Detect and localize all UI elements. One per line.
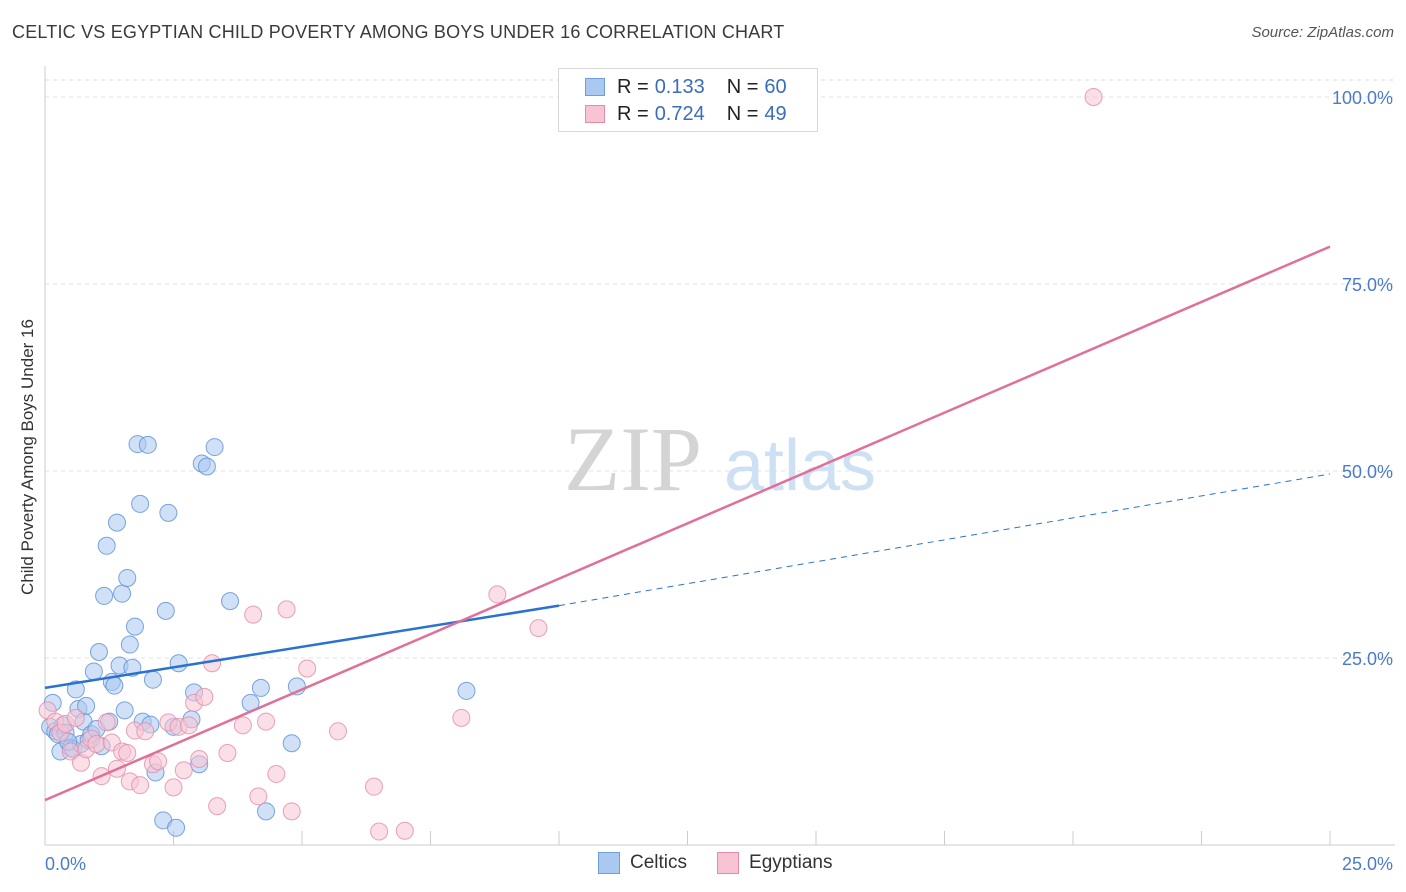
legend-row-egyptians: R = 0.724 N = 49 xyxy=(585,102,787,126)
egyptians-point xyxy=(370,822,389,841)
egyptians-trend-line xyxy=(44,245,1331,802)
celtics-trend-line xyxy=(44,604,560,690)
egyptians-point xyxy=(131,776,150,795)
celtics-point xyxy=(89,643,108,662)
egyptians-point xyxy=(233,716,252,735)
celtics-point xyxy=(251,678,270,697)
source-label: Source: ZipAtlas.com xyxy=(1251,24,1394,41)
egyptians-point xyxy=(298,659,317,678)
celtics-swatch xyxy=(598,852,620,874)
legend-swatch-egyptians xyxy=(585,105,605,123)
celtics-point xyxy=(66,680,85,699)
y-tick-label: 50.0% xyxy=(1342,462,1393,482)
gridlines xyxy=(45,79,1395,659)
correlation-legend: R = 0.133 N = 60 R = 0.724 N = 49 xyxy=(558,68,818,132)
celtics-point xyxy=(138,435,157,454)
legend-r-label: R = xyxy=(617,102,649,125)
egyptians-point xyxy=(164,778,183,797)
egyptians-point xyxy=(395,821,414,840)
celtics-point xyxy=(169,654,188,673)
trend-lines xyxy=(44,245,1331,802)
celtics-point xyxy=(159,503,178,522)
x-tick-label: 25.0% xyxy=(1342,854,1393,874)
celtics-point xyxy=(282,734,301,753)
egyptians-point xyxy=(257,712,276,731)
egyptians-point xyxy=(218,743,237,762)
celtics-point xyxy=(118,568,137,587)
egyptians-point xyxy=(1084,88,1103,106)
egyptians-point xyxy=(488,585,507,604)
watermark-zip: ZIP xyxy=(564,408,702,510)
egyptians-point xyxy=(267,764,286,783)
celtics-point xyxy=(107,513,126,532)
egyptians-point xyxy=(244,605,263,624)
celtics-point xyxy=(84,662,103,681)
celtics-point xyxy=(113,584,132,603)
egyptians-point xyxy=(249,787,268,806)
legend-n-label: N = xyxy=(726,75,759,98)
egyptians-point xyxy=(136,722,155,741)
egyptians-point xyxy=(208,797,227,816)
legend-r-value: 0.724 xyxy=(654,102,705,125)
celtics-point xyxy=(257,802,276,821)
celtics-point xyxy=(143,670,162,689)
legend-r-label: R = xyxy=(617,75,649,98)
celtics-point xyxy=(120,635,139,654)
egyptians-point xyxy=(452,708,471,727)
legend-n-label: N = xyxy=(726,102,759,125)
legend-swatch-celtics xyxy=(585,78,605,96)
chart-title: CELTIC VS EGYPTIAN CHILD POVERTY AMONG B… xyxy=(12,22,785,42)
axes xyxy=(44,66,1395,846)
celtics-point xyxy=(123,658,142,677)
celtics-point xyxy=(77,696,96,715)
egyptians-point xyxy=(364,777,383,796)
celtics-point xyxy=(205,438,224,457)
celtics-point xyxy=(105,676,124,695)
egyptians-point xyxy=(174,761,193,780)
egyptians-point xyxy=(277,600,296,619)
celtics-label: Celtics xyxy=(630,852,688,873)
egyptians-point xyxy=(87,735,106,754)
legend-r-value: 0.133 xyxy=(654,75,705,98)
egyptians-point xyxy=(190,749,209,768)
egyptians-point xyxy=(195,687,214,706)
legend-item-celtics[interactable]: Celtics xyxy=(598,852,687,874)
egyptians-point xyxy=(66,708,85,727)
y-tick-label: 75.0% xyxy=(1342,275,1393,295)
celtics-point xyxy=(197,457,216,476)
data-points xyxy=(38,88,1103,841)
egyptians-point xyxy=(118,743,137,762)
x-tick-label: 0.0% xyxy=(45,854,86,874)
series-legend: Celtics Egyptians xyxy=(598,852,862,874)
egyptians-point xyxy=(97,713,116,732)
legend-item-egyptians[interactable]: Egyptians xyxy=(717,852,832,874)
legend-n-value: 49 xyxy=(764,102,787,125)
celtics-point xyxy=(221,592,240,611)
y-tick-label: 25.0% xyxy=(1342,649,1393,669)
legend-row-celtics: R = 0.133 N = 60 xyxy=(585,75,787,99)
watermark-atlas: atlas xyxy=(724,426,876,506)
celtics-point xyxy=(167,818,186,837)
egyptians-swatch xyxy=(717,852,740,874)
celtics-point xyxy=(97,536,116,555)
legend-n-value: 60 xyxy=(764,75,787,98)
celtics-point xyxy=(125,617,144,636)
celtics-point xyxy=(457,681,476,700)
y-tick-label: 100.0% xyxy=(1332,88,1393,108)
celtics-point xyxy=(95,586,114,605)
egyptians-point xyxy=(529,619,548,638)
egyptians-point xyxy=(282,802,301,821)
celtics-point xyxy=(156,601,175,620)
egyptians-label: Egyptians xyxy=(749,852,833,873)
tick-labels: 25.0% 50.0% 75.0% 100.0% 0.0% 25.0% xyxy=(45,88,1393,874)
egyptians-point xyxy=(179,716,198,735)
egyptians-point xyxy=(328,722,347,741)
celtics-point xyxy=(131,494,150,513)
celtics-point xyxy=(115,701,134,720)
celtics-trend-extension xyxy=(558,473,1331,607)
